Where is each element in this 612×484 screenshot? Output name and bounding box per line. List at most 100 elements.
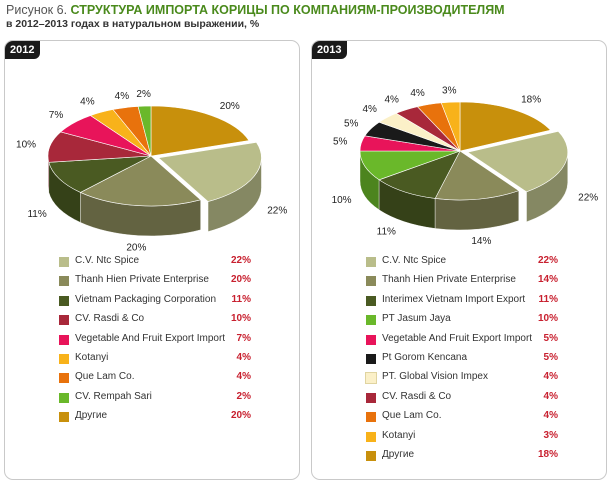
legend-swatch [366,276,376,287]
pie-value-label: 7% [49,110,64,121]
legend-percent: 4% [543,410,558,422]
legend-percent: 11% [231,293,251,305]
pie-chart-2013: 18%22%14%11%10%5%5%4%4%4% 3% [332,85,599,247]
legend-row: Thanh Hien Private Enterprise 14% [312,272,606,291]
legend-percent: 22% [230,255,251,266]
legend-swatch [59,373,69,384]
pie-value-label: 10% [332,195,352,206]
legend-label: Que Lam Co. [382,410,442,422]
pie-value-label: 11% [27,209,46,220]
legend-swatch [366,257,376,267]
legend-percent: 10% [537,313,558,325]
legend-label: C.V. Ntc Spice [382,255,447,266]
pie-value-label: 11% [377,226,396,237]
pie-value-label: 22% [267,206,287,217]
pie-slice-thanh-hien-private-enterprise [79,155,202,207]
legend-percent: 4% [236,371,251,383]
pie-value-label: 14% [471,236,491,247]
legend-row: Interimex Vietnam Import Export 11% [312,292,606,311]
pie-value-label: 4% [384,94,399,105]
chart-panel-2012: 2012 20% 22% 20% 11% 10% 7% 4% 4% 2% C.V. Ntc Sp… [4,40,300,480]
legend-label: Interimex Vietnam Import Export [382,293,526,305]
legend-percent: 3% [543,429,558,441]
legend-row: Другие 18% [312,447,606,466]
legend-label: Другие [75,410,108,422]
legend-swatch [59,392,69,403]
figure-number: Рисунок 6. [6,3,68,17]
legend-row: Vietnam Packaging Corporation 11% [5,292,299,311]
legend-label: Thanh Hien Private Enterprise [382,274,516,286]
pie-value-label: 4% [115,91,130,102]
pie-slice-c-v-ntc-spice [157,141,262,202]
chart-panel-2013: 2013 18% 22% 14% 11% 10% 5% 5% 4% 4% 4% 3% C.V. Nt… [311,40,607,480]
legend-label: Kotanyi [382,429,416,441]
legend-swatch [59,412,69,423]
legend-2013: C.V. Ntc Spice 22% Thanh Hien Private Ente… [312,253,606,466]
legend-percent: 5% [543,332,558,344]
year-badge-2012: 2012 [5,41,41,59]
legend-label: Vietnam Packaging Corporation [75,293,217,305]
legend-label: PT Jasum Jaya [382,313,451,325]
legend-row: Pt Gorom Kencana 5% [312,350,606,369]
legend-row: C.V. Ntc Spice 22% [5,253,299,272]
legend-percent: 4% [543,371,558,383]
legend-percent: 22% [537,255,558,266]
legend-row: Que Lam Co. 4% [312,408,606,427]
legend-swatch [366,450,376,461]
pie-value-label: 4% [80,97,95,108]
legend-percent: 20% [230,274,251,286]
pie-slice-kotanyi [440,101,461,152]
legend-swatch [366,315,376,326]
legend-label: Vegetable And Fruit Export Import [75,332,226,344]
legend-percent: 4% [543,390,558,402]
pie-value-label: 2% [136,89,151,100]
legend-swatch [59,353,69,364]
pie-slice-thanh-hien-private-enterprise [434,150,520,201]
pie-value-label: 4% [362,104,377,115]
legend-swatch [366,392,376,403]
legend-swatch [366,353,376,364]
legend-percent: 11% [538,293,558,305]
legend-swatch [59,276,69,287]
pie-chart-2012: 20% 22% 20% 11% 10% 7% 4% 4% 2% [16,89,287,253]
legend-percent: 4% [236,351,251,363]
pie-slice-c-v-ntc-spice [467,130,568,193]
year-badge-2013: 2013 [312,41,348,59]
pie-slice-другие [150,105,250,157]
legend-row: C.V. Ntc Spice 22% [312,253,606,272]
pie-slice-cv-rempah-sari [137,105,152,157]
legend-label: Kotanyi [75,351,109,363]
legend-swatch [59,334,69,345]
pie-slice-interimex-vietnam-import-export [378,150,461,199]
pie-value-label: 18% [521,94,541,105]
legend-swatch [59,315,69,326]
legend-swatch [366,412,376,423]
legend-2012: C.V. Ntc Spice 22% Thanh Hien Private Ente… [5,253,299,428]
legend-percent: 7% [236,332,251,344]
legend-label: CV. Rempah Sari [75,390,152,402]
pie-value-label: 20% [220,101,240,112]
legend-label: C.V. Ntc Spice [75,255,140,266]
legend-row: Другие 20% [5,408,299,427]
legend-row: Thanh Hien Private Enterprise 20% [5,272,299,291]
pie-value-label: 4% [410,88,425,99]
legend-percent: 14% [537,274,558,286]
legend-row: Kotanyi 4% [5,350,299,369]
legend-row: Kotanyi 3% [312,428,606,447]
pie-value-label: 10% [16,139,36,150]
figure-title: Рисунок 6. СТРУКТУРА ИМПОРТА КОРИЦЫ ПО К… [6,3,606,18]
legend-label: Que Lam Co. [75,371,135,383]
legend-percent: 10% [230,313,251,325]
legend-label: CV. Rasdi & Co [75,313,145,325]
legend-row: CV. Rasdi & Co 10% [5,311,299,330]
legend-label: CV. Rasdi & Co [382,390,452,402]
legend-swatch [366,431,376,442]
legend-swatch [59,295,69,306]
legend-row: Que Lam Co. 4% [5,369,299,388]
legend-row: PT Jasum Jaya 10% [312,311,606,330]
legend-swatch [59,257,69,267]
legend-swatch [366,295,376,306]
pie-slice-vietnam-packaging-corporation [48,155,152,193]
pie-slice-другие [459,101,552,152]
legend-row: Vegetable And Fruit Export Import 7% [5,331,299,350]
